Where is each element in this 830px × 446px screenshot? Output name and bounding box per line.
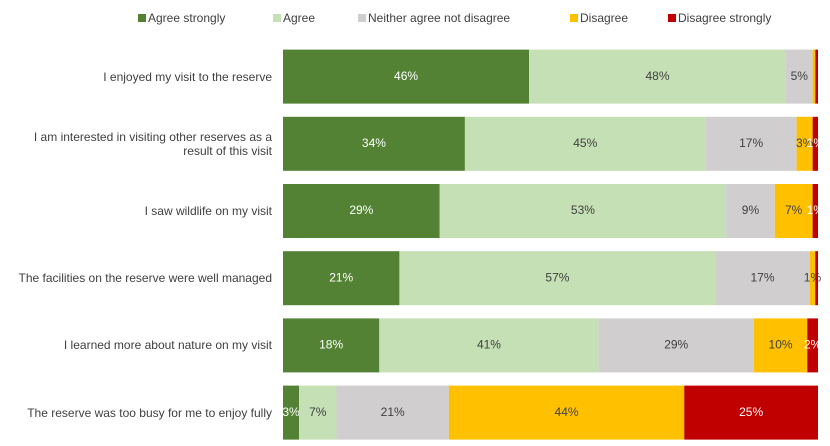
value-label: 3% (282, 405, 300, 419)
bar-segment (753, 318, 808, 373)
legend-label: Disagree strongly (678, 11, 771, 25)
value-label: 10% (769, 338, 793, 352)
legend-swatch (273, 14, 281, 22)
legend-label: Agree (283, 11, 315, 25)
value-label: 17% (751, 270, 775, 284)
value-label: 1% (807, 203, 825, 217)
bar-segment (684, 385, 818, 440)
value-label: 1% (804, 270, 822, 284)
category-label: The reserve was too busy for me to enjoy… (27, 405, 272, 420)
value-label: 29% (349, 203, 373, 217)
bar-segment (598, 318, 754, 373)
bar-segment (464, 116, 706, 171)
bar-segment (785, 49, 813, 104)
bar-segment (283, 49, 530, 104)
value-label: 48% (645, 69, 669, 83)
legend-swatch (358, 14, 366, 22)
bar-segment (283, 251, 400, 306)
bar-segment (815, 251, 818, 306)
value-label: 41% (477, 338, 501, 352)
value-label: 29% (664, 338, 688, 352)
bar-segment (448, 385, 685, 440)
bar-segment (705, 116, 797, 171)
value-label: 45% (573, 136, 597, 150)
category-label: The facilities on the reserve were well … (18, 271, 272, 286)
category-label: I saw wildlife on my visit (144, 204, 272, 218)
value-label: 9% (742, 203, 760, 217)
value-label: 46% (394, 69, 418, 83)
bar-segment (299, 385, 337, 440)
bar-segment (774, 184, 813, 238)
value-label: 18% (319, 338, 343, 352)
value-label: 2% (804, 338, 822, 352)
legend-swatch (668, 14, 676, 22)
value-label: 53% (571, 203, 595, 217)
bar-segment (812, 184, 818, 238)
bar-segment (812, 116, 818, 171)
bar-segment (812, 49, 816, 104)
value-label: 7% (309, 405, 327, 419)
value-label: 7% (785, 203, 803, 217)
legend-swatch (138, 14, 146, 22)
value-label: 57% (545, 270, 569, 284)
bar-segment (439, 184, 727, 238)
category-label: I learned more about nature on my visit (63, 338, 272, 353)
bar-segment (336, 385, 449, 440)
value-label: 25% (739, 405, 763, 419)
bar-segment (399, 251, 716, 306)
bar-segment (529, 49, 786, 104)
bar-segment (379, 318, 599, 373)
bar-segment (715, 251, 810, 306)
category-label: I am interested in visiting other reserv… (33, 129, 272, 158)
bar-segment (796, 116, 813, 171)
value-label: 44% (555, 405, 579, 419)
bar-segment (283, 385, 300, 440)
value-label: 3% (796, 136, 814, 150)
bar-segment (283, 318, 380, 373)
category-label: I enjoyed my visit to the reserve (103, 69, 272, 84)
bar-segment (726, 184, 775, 238)
value-label: 1% (807, 136, 825, 150)
legend-label: Disagree (580, 11, 628, 25)
legend-label: Agree strongly (148, 11, 225, 25)
bar-segment (815, 49, 818, 104)
legend-label: Neither agree not disagree (368, 11, 510, 25)
bar-segment (283, 184, 440, 238)
bar-segment (283, 116, 465, 171)
value-label: 5% (791, 69, 809, 83)
value-label: 34% (362, 136, 386, 150)
value-label: 17% (739, 136, 763, 150)
value-label: 21% (381, 405, 405, 419)
legend-swatch (570, 14, 578, 22)
bar-segment (809, 251, 816, 306)
bar-segment (807, 318, 818, 373)
value-label: 21% (329, 270, 353, 284)
